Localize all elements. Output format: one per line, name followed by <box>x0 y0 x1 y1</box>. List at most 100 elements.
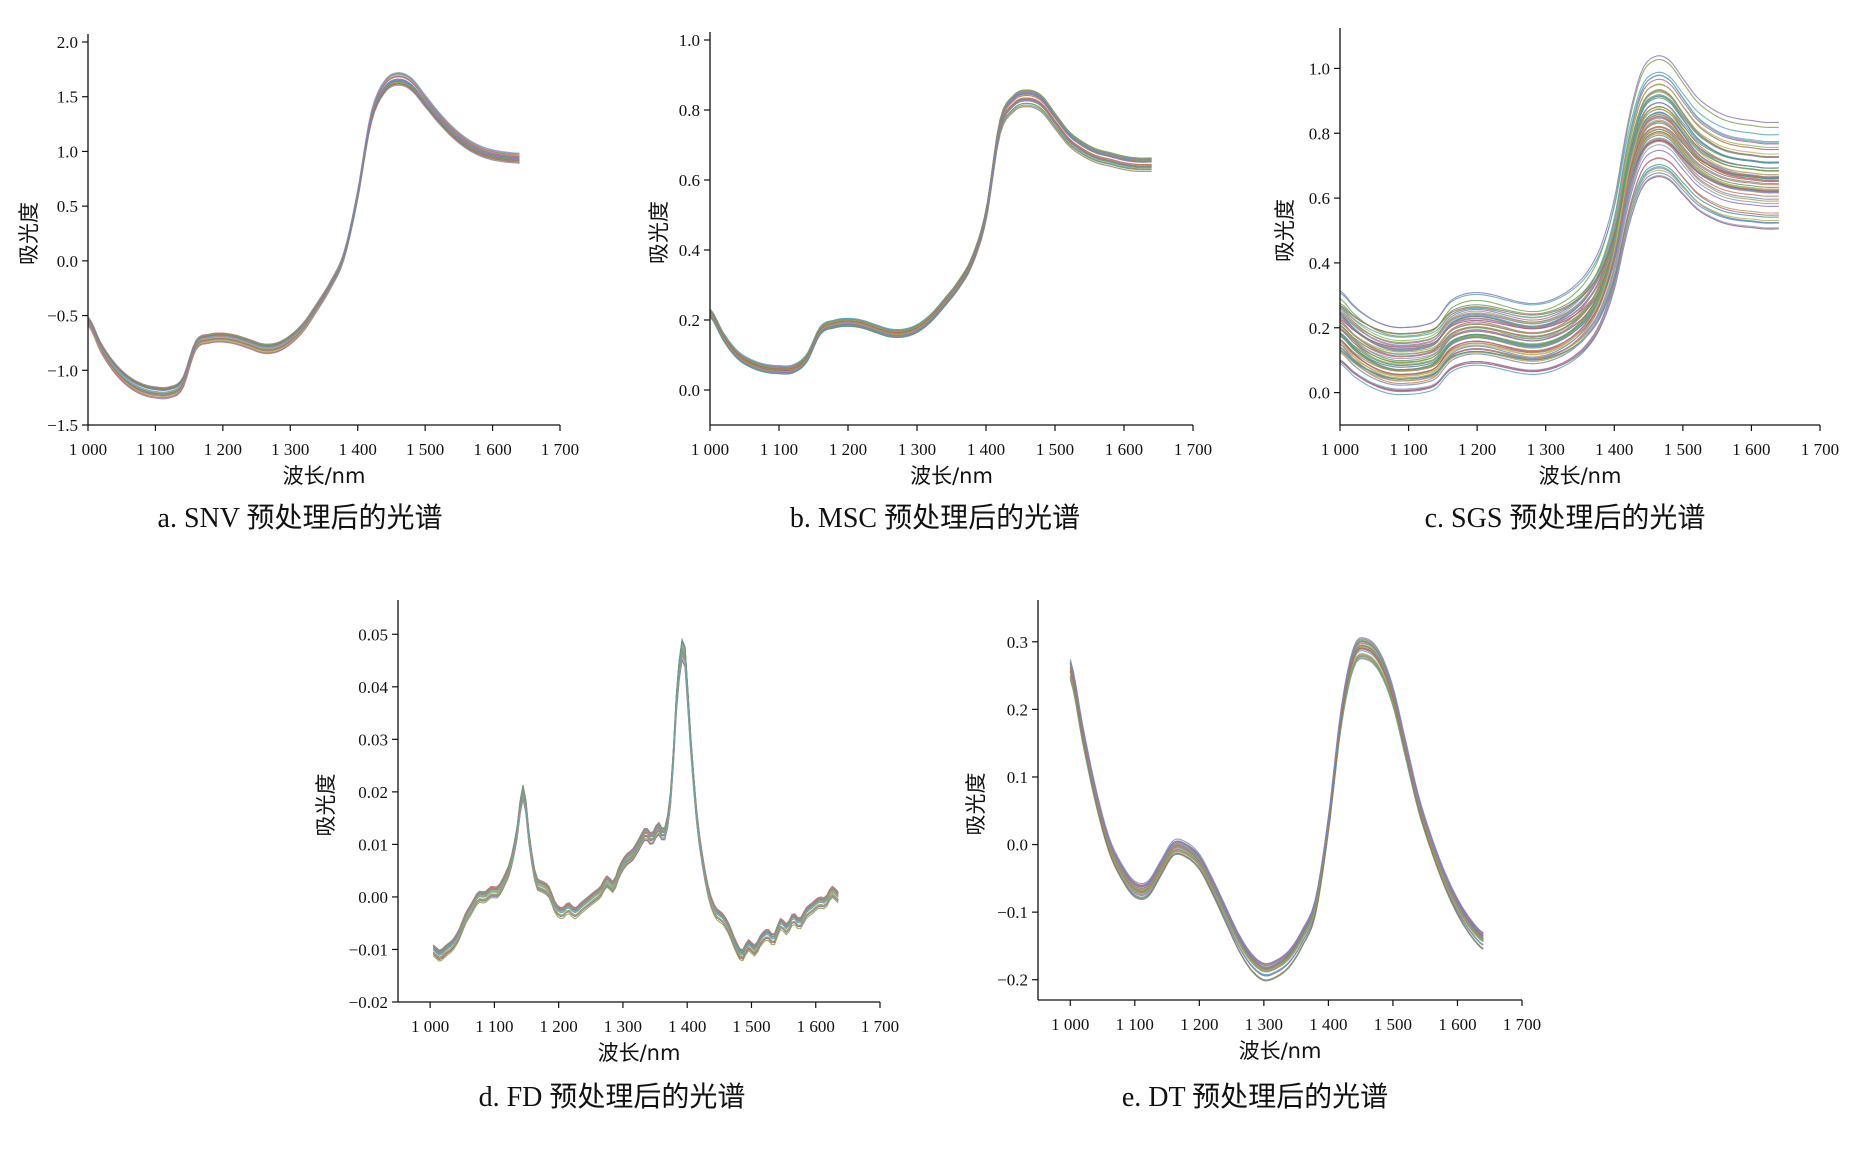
series-line <box>87 80 520 391</box>
series-line <box>1339 163 1779 380</box>
y-tick-label: −0.5 <box>47 307 78 326</box>
series-line <box>709 98 1152 375</box>
series-line <box>87 72 520 393</box>
chart-panel-b: 1 000 1 100 1 200 1 300 1 400 1 500 1 600 1 700… <box>647 31 1212 534</box>
x-tick-label: 1 400 <box>668 1017 706 1036</box>
x-tick-label: 1 000 <box>1321 440 1359 459</box>
series-line <box>87 78 520 400</box>
y-tick-label: 0.02 <box>358 783 388 802</box>
y-tick-label: −0.2 <box>997 971 1028 990</box>
x-tick-label: 1 500 <box>1664 440 1702 459</box>
y-axis-label: 吸光度 <box>314 774 338 837</box>
series-line <box>709 91 1152 368</box>
y-tick-label: 0.00 <box>358 888 388 907</box>
series-line <box>709 89 1152 371</box>
series-line <box>432 645 839 959</box>
panel-caption: e. DT 预处理后的光谱 <box>1122 1081 1388 1113</box>
x-tick-label: 1 700 <box>1503 1015 1541 1034</box>
y-tick-label: 0.2 <box>679 311 700 330</box>
y-tick-label: 0.01 <box>358 835 388 854</box>
series-line <box>1339 144 1779 386</box>
series-line <box>709 99 1152 374</box>
chart-panel-d: 1 000 1 100 1 200 1 300 1 400 1 500 1 600 1 700… <box>314 600 899 1113</box>
y-tick-label: 0.8 <box>1309 124 1330 143</box>
x-tick-label: 1 600 <box>473 440 511 459</box>
x-tick-label: 1 600 <box>797 1017 835 1036</box>
series-line <box>432 656 839 958</box>
y-axis-label: 吸光度 <box>964 773 988 836</box>
y-axis-label: 吸光度 <box>17 202 41 265</box>
series-line <box>432 641 839 957</box>
series-line <box>432 651 839 962</box>
series-line <box>1339 119 1779 355</box>
series-group <box>709 89 1152 375</box>
x-tick-label: 1 400 <box>1309 1015 1347 1034</box>
series-line <box>709 100 1152 375</box>
x-tick-label: 1 300 <box>1527 440 1565 459</box>
series-line <box>709 93 1152 373</box>
y-tick-label: 0.5 <box>57 197 78 216</box>
panel-caption: d. FD 预处理后的光谱 <box>479 1081 746 1113</box>
series-line <box>87 80 520 390</box>
x-tick-label: 1 500 <box>406 440 444 459</box>
series-line <box>1339 74 1779 352</box>
series-line <box>1069 636 1484 965</box>
series-line <box>709 93 1152 370</box>
y-axis-label: 吸光度 <box>1273 199 1297 262</box>
series-line <box>1339 176 1779 392</box>
series-line <box>87 79 520 390</box>
series-group <box>1339 55 1779 396</box>
series-line <box>1339 115 1779 372</box>
series-line <box>709 97 1152 372</box>
y-tick-label: 1.0 <box>1309 59 1330 78</box>
series-line <box>87 79 520 391</box>
series-line <box>1339 78 1779 345</box>
x-tick-label: 1 300 <box>898 440 936 459</box>
series-line <box>1069 647 1484 981</box>
chart-panel-a: 1 000 1 100 1 200 1 300 1 400 1 500 1 600 1 700… <box>17 33 579 534</box>
y-tick-label: −0.02 <box>349 993 388 1012</box>
series-line <box>1339 95 1779 371</box>
series-line <box>87 79 520 391</box>
series-line <box>709 95 1152 369</box>
series-line <box>1339 112 1779 338</box>
series-group <box>432 637 839 962</box>
series-line <box>709 89 1152 369</box>
series-line <box>87 74 520 395</box>
series-line <box>87 75 520 396</box>
x-tick-label: 1 200 <box>540 1017 578 1036</box>
series-line <box>432 647 839 956</box>
y-tick-label: −1.0 <box>47 361 78 380</box>
series-line <box>709 98 1152 374</box>
chart-panel-e: 1 000 1 100 1 200 1 300 1 400 1 500 1 600 1 700… <box>964 600 1541 1113</box>
panel-caption: a. SNV 预处理后的光谱 <box>158 502 443 534</box>
y-tick-label: −0.1 <box>997 903 1028 922</box>
series-line <box>1339 71 1779 329</box>
x-tick-label: 1 100 <box>136 440 174 459</box>
y-tick-label: 0.1 <box>1007 768 1028 787</box>
series-line <box>432 658 839 959</box>
series-line <box>709 92 1152 370</box>
series-line <box>1339 122 1779 363</box>
x-tick-label: 1 700 <box>861 1017 899 1036</box>
x-tick-label: 1 200 <box>204 440 242 459</box>
y-tick-label: 0.0 <box>1007 836 1028 855</box>
series-line <box>1339 58 1779 337</box>
series-line <box>709 93 1152 367</box>
series-line <box>709 90 1152 371</box>
series-line <box>87 72 520 393</box>
series-line <box>1339 157 1779 393</box>
series-line <box>432 641 839 953</box>
series-line <box>432 648 839 951</box>
y-tick-label: 0.4 <box>679 241 701 260</box>
series-line <box>87 75 520 390</box>
panel-caption: b. MSC 预处理后的光谱 <box>790 502 1080 534</box>
series-line <box>1339 117 1779 350</box>
series-line <box>87 73 520 397</box>
y-tick-label: 0.0 <box>679 381 700 400</box>
series-line <box>709 93 1152 374</box>
y-tick-label: 2.0 <box>57 33 78 52</box>
series-line <box>709 99 1152 370</box>
x-tick-label: 1 500 <box>1036 440 1074 459</box>
